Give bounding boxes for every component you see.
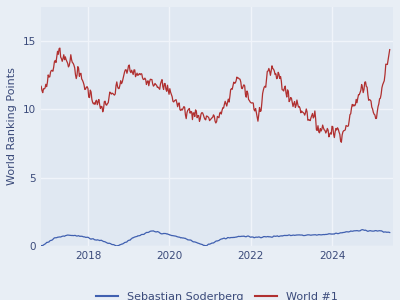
Y-axis label: World Ranking Points: World Ranking Points xyxy=(7,68,17,185)
Legend: Sebastian Soderberg, World #1: Sebastian Soderberg, World #1 xyxy=(92,287,342,300)
